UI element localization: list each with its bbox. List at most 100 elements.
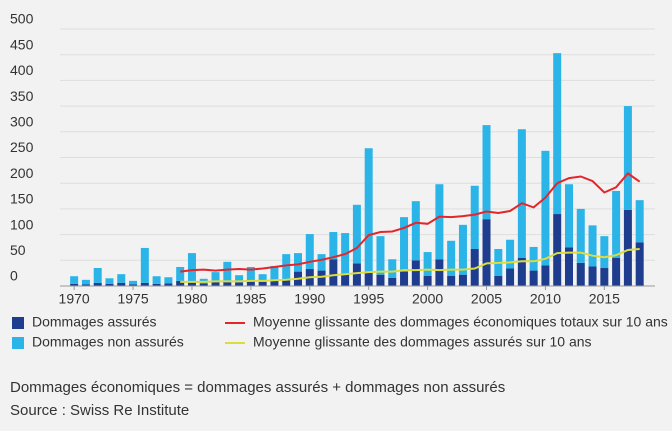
bar [294,253,302,272]
legend-label: Moyenne glissante des dommages économiqu… [253,314,668,330]
bar [270,279,279,286]
bar [258,281,267,286]
bar [623,106,632,210]
bar [164,277,173,284]
bar [364,148,373,273]
bar [317,270,326,286]
line [180,172,641,273]
legend-swatch [12,317,24,329]
bar [117,274,126,283]
bar [187,253,196,283]
bar [411,260,420,286]
bar [282,280,291,286]
bar [70,276,79,284]
bar [93,268,102,283]
bar [388,259,397,278]
bar [517,257,526,286]
bar [506,268,515,286]
bar [435,259,444,286]
line [180,248,640,283]
bar [541,150,550,266]
bar [612,257,621,286]
bar [70,283,79,286]
x-tick-label: 2005 [471,291,502,307]
legend-swatch [12,337,24,349]
x-tick-label: 1985 [235,291,266,307]
bar [187,282,196,286]
y-tick-label: 300 [10,114,34,130]
bar [246,266,255,281]
bar [140,282,149,286]
bar [364,272,373,286]
x-tick-label: 1980 [176,291,207,307]
bar [376,236,385,275]
bar [105,283,114,286]
bar [553,214,562,286]
bar [152,283,161,286]
bar [235,275,244,283]
y-tick-label: 350 [10,88,34,104]
bar [329,259,338,286]
x-tick-label: 2000 [412,291,443,307]
bar [317,254,326,271]
bar [541,265,550,286]
bar [517,129,526,258]
bar [576,208,585,263]
bar [305,234,314,270]
bar [270,265,279,280]
bar [600,268,609,286]
bar [423,252,432,276]
bar [482,125,491,220]
bar [176,280,185,286]
bar [588,266,597,286]
bar [81,284,90,286]
bar [223,280,232,286]
bar [246,280,255,286]
bar [223,261,232,281]
y-tick-label: 0 [10,268,18,284]
bar [482,219,491,286]
bar [506,239,515,269]
x-tick-label: 2015 [589,291,620,307]
bar [388,277,397,286]
bar [612,190,621,258]
bar [105,278,114,284]
bar [129,280,138,285]
x-tick-label: 1975 [117,291,148,307]
x-tick-label: 1970 [59,291,90,307]
source: Source : Swiss Re Institute [10,402,189,419]
y-tick-label: 100 [10,216,34,232]
y-tick-label: 250 [10,139,34,155]
bar [529,270,538,286]
bar [329,232,338,260]
y-tick-label: 150 [10,191,34,207]
y-tick-label: 400 [10,62,34,78]
legend-label: Dommages non assurés [32,334,184,350]
bar [458,224,467,275]
bar [93,282,102,286]
bar [352,263,361,286]
bar [470,185,479,249]
bar [423,275,432,286]
legend-label: Dommages assurés [32,314,157,330]
bar [199,283,208,286]
bar [564,247,573,286]
bar [623,209,632,286]
y-tick-label: 450 [10,36,34,52]
x-tick-label: 1990 [294,291,325,307]
bar [117,282,126,286]
bar [211,272,220,282]
x-tick-label: 1995 [353,291,384,307]
legend-label: Moyenne glissante des dommages assurés s… [253,334,592,350]
bar [635,200,644,243]
bar [458,274,467,286]
bar [140,247,149,283]
bar [553,53,562,215]
bar [176,266,185,281]
bar [235,282,244,286]
note: Dommages économiques = dommages assurés … [10,379,505,396]
bar [564,184,573,248]
bar [576,262,585,286]
bar [376,274,385,286]
